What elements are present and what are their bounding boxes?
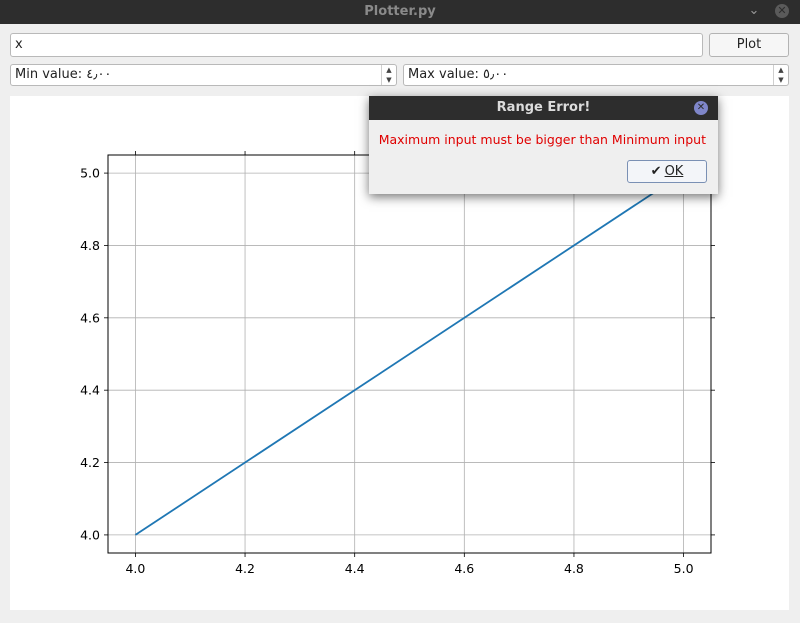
error-message: Maximum input must be bigger than Minimu… <box>378 132 706 147</box>
max-value-text: Max value: ٥٫٠٠ <box>408 67 509 82</box>
checkmark-icon: ✔ <box>650 164 662 179</box>
plot-button[interactable]: Plot <box>709 33 789 57</box>
y-tick-label: 5.0 <box>80 166 100 181</box>
dialog-title: Range Error! <box>369 96 718 120</box>
spin-down-icon[interactable]: ▼ <box>386 76 392 84</box>
spin-up-icon[interactable]: ▲ <box>386 66 392 74</box>
x-tick-label: 5.0 <box>674 561 694 576</box>
y-tick-label: 4.8 <box>80 238 100 253</box>
y-tick-label: 4.2 <box>80 455 100 470</box>
x-tick-label: 4.2 <box>235 561 255 576</box>
spin-down-icon[interactable]: ▼ <box>778 76 784 84</box>
series-line <box>134 172 685 536</box>
range-error-dialog: Range Error! ✕ Maximum input must be big… <box>369 96 718 194</box>
max-value-spinbox[interactable]: Max value: ٥٫٠٠ ▲ ▼ <box>403 64 789 86</box>
x-tick-label: 4.4 <box>345 561 365 576</box>
minimize-icon[interactable]: ⌄ <box>748 3 760 18</box>
ok-label: OK <box>664 164 684 179</box>
min-spin-arrows[interactable]: ▲ ▼ <box>381 65 396 85</box>
spin-up-icon[interactable]: ▲ <box>778 66 784 74</box>
x-tick-label: 4.0 <box>125 561 145 576</box>
ok-button[interactable]: ✔ OK <box>627 160 707 183</box>
x-tick-label: 4.6 <box>454 561 474 576</box>
y-tick-label: 4.4 <box>80 383 100 398</box>
min-value-text: Min value: ٤٫٠٠ <box>15 67 112 82</box>
close-icon[interactable]: ✕ <box>694 101 708 115</box>
y-tick-label: 4.6 <box>80 310 100 325</box>
min-value-spinbox[interactable]: Min value: ٤٫٠٠ ▲ ▼ <box>10 64 397 86</box>
x-tick-label: 4.8 <box>564 561 584 576</box>
y-tick-label: 4.0 <box>80 527 100 542</box>
line-chart: 4.0 4.2 4.4 4.6 4.8 5.0 4.0 4.2 4.4 4.6 4.8 5.0 <box>80 151 715 576</box>
max-spin-arrows[interactable]: ▲ ▼ <box>773 65 788 85</box>
close-icon: ✕ <box>775 4 789 18</box>
window-close-button[interactable]: ✕ <box>770 0 794 24</box>
window-title: Plotter.py <box>364 4 436 19</box>
window-titlebar: Plotter.py ⌄ ✕ <box>0 0 800 24</box>
expression-input[interactable]: x <box>10 33 703 57</box>
